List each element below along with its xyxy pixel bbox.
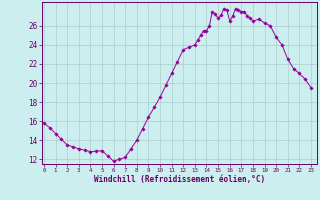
X-axis label: Windchill (Refroidissement éolien,°C): Windchill (Refroidissement éolien,°C) xyxy=(94,175,265,184)
